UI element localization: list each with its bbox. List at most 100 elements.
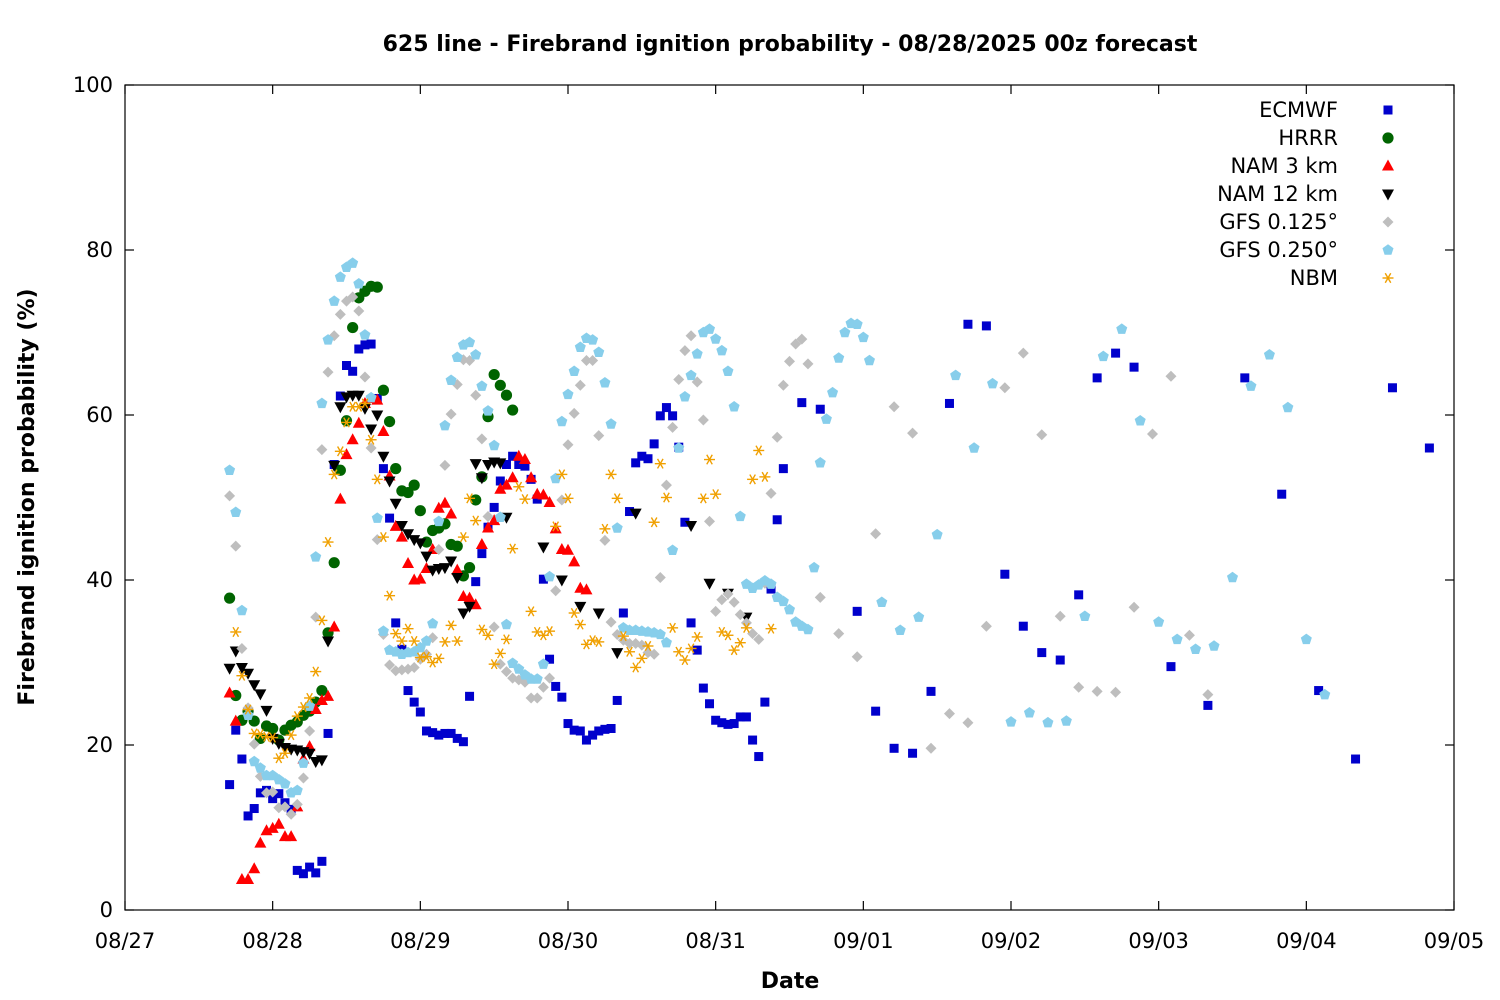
data-point bbox=[556, 415, 568, 427]
data-point bbox=[667, 622, 679, 633]
data-point bbox=[298, 869, 308, 879]
data-point bbox=[661, 403, 671, 413]
data-point bbox=[476, 380, 488, 391]
data-point bbox=[1277, 489, 1287, 499]
data-point bbox=[759, 471, 771, 482]
data-point bbox=[852, 606, 862, 616]
data-point bbox=[691, 348, 703, 359]
data-point bbox=[568, 407, 580, 419]
data-point bbox=[470, 494, 482, 506]
data-point bbox=[475, 473, 488, 485]
data-point bbox=[525, 606, 537, 617]
data-point bbox=[711, 715, 721, 725]
data-point bbox=[545, 654, 555, 664]
data-point bbox=[316, 684, 328, 697]
data-point bbox=[433, 515, 445, 527]
data-point bbox=[550, 521, 562, 532]
data-point bbox=[427, 617, 439, 629]
data-point bbox=[513, 481, 525, 492]
data-point bbox=[507, 543, 519, 554]
data-point bbox=[513, 663, 525, 674]
data-point bbox=[1424, 443, 1434, 453]
data-point bbox=[477, 549, 487, 559]
data-point bbox=[322, 636, 335, 648]
data-point bbox=[328, 295, 340, 306]
data-point bbox=[710, 605, 722, 617]
data-point bbox=[414, 652, 426, 663]
data-point bbox=[926, 686, 936, 696]
data-point bbox=[1060, 715, 1072, 726]
data-point bbox=[224, 490, 236, 502]
data-point bbox=[279, 748, 291, 759]
data-point bbox=[569, 725, 579, 735]
data-point bbox=[722, 588, 734, 600]
data-point bbox=[537, 542, 550, 554]
data-point bbox=[389, 519, 402, 531]
x-tick-label: 09/03 bbox=[1128, 929, 1189, 953]
data-point bbox=[839, 326, 851, 338]
data-point bbox=[384, 590, 396, 601]
data-point bbox=[704, 323, 716, 334]
data-point bbox=[968, 442, 980, 453]
y-axis-label: Firebrand ignition probability (%) bbox=[15, 288, 40, 705]
legend-marker bbox=[1383, 105, 1393, 115]
data-point bbox=[753, 445, 765, 456]
data-point bbox=[697, 414, 709, 426]
data-point bbox=[525, 692, 537, 704]
data-point bbox=[408, 479, 420, 491]
data-point bbox=[291, 711, 303, 722]
x-tick-label: 09/01 bbox=[833, 929, 894, 953]
data-point bbox=[470, 348, 482, 360]
data-point bbox=[728, 400, 740, 412]
data-point bbox=[717, 718, 727, 728]
data-point bbox=[445, 507, 458, 519]
data-point bbox=[519, 494, 531, 505]
data-point bbox=[377, 425, 390, 436]
data-point bbox=[315, 693, 328, 705]
data-point bbox=[285, 808, 297, 820]
data-point bbox=[433, 543, 445, 555]
data-point bbox=[309, 703, 322, 715]
data-point bbox=[254, 762, 266, 773]
data-point bbox=[366, 339, 376, 349]
data-point bbox=[267, 786, 279, 798]
data-point bbox=[360, 340, 370, 350]
data-point bbox=[833, 628, 845, 640]
data-point bbox=[636, 653, 648, 664]
data-point bbox=[224, 464, 236, 475]
data-point bbox=[451, 563, 464, 575]
data-point bbox=[494, 648, 506, 659]
data-point bbox=[592, 608, 605, 620]
data-point bbox=[1055, 655, 1065, 665]
data-point bbox=[316, 615, 328, 626]
data-point bbox=[747, 628, 759, 640]
data-point bbox=[574, 601, 587, 613]
data-point bbox=[438, 563, 451, 575]
data-point bbox=[1079, 610, 1091, 621]
data-point bbox=[359, 329, 371, 340]
data-point bbox=[1387, 383, 1397, 393]
data-point bbox=[408, 535, 421, 547]
legend-label: ECMWF bbox=[1259, 98, 1338, 122]
x-tick-label: 08/27 bbox=[95, 929, 156, 953]
data-point bbox=[562, 543, 574, 555]
data-point bbox=[248, 862, 261, 874]
data-point bbox=[716, 344, 728, 356]
data-point bbox=[1092, 373, 1102, 383]
data-point bbox=[1147, 428, 1159, 440]
data-point bbox=[470, 515, 482, 526]
y-tick-label: 0 bbox=[100, 898, 113, 922]
data-point bbox=[428, 728, 438, 738]
data-point bbox=[518, 453, 531, 465]
data-point bbox=[562, 439, 574, 451]
data-point bbox=[340, 448, 353, 460]
data-point bbox=[1183, 629, 1195, 641]
data-point bbox=[371, 281, 383, 293]
data-point bbox=[643, 454, 653, 464]
data-point bbox=[765, 623, 777, 634]
data-point bbox=[593, 430, 605, 442]
legend-label: GFS 0.125° bbox=[1219, 210, 1338, 234]
data-point bbox=[272, 738, 285, 750]
data-point bbox=[605, 469, 617, 480]
data-point bbox=[931, 528, 943, 540]
